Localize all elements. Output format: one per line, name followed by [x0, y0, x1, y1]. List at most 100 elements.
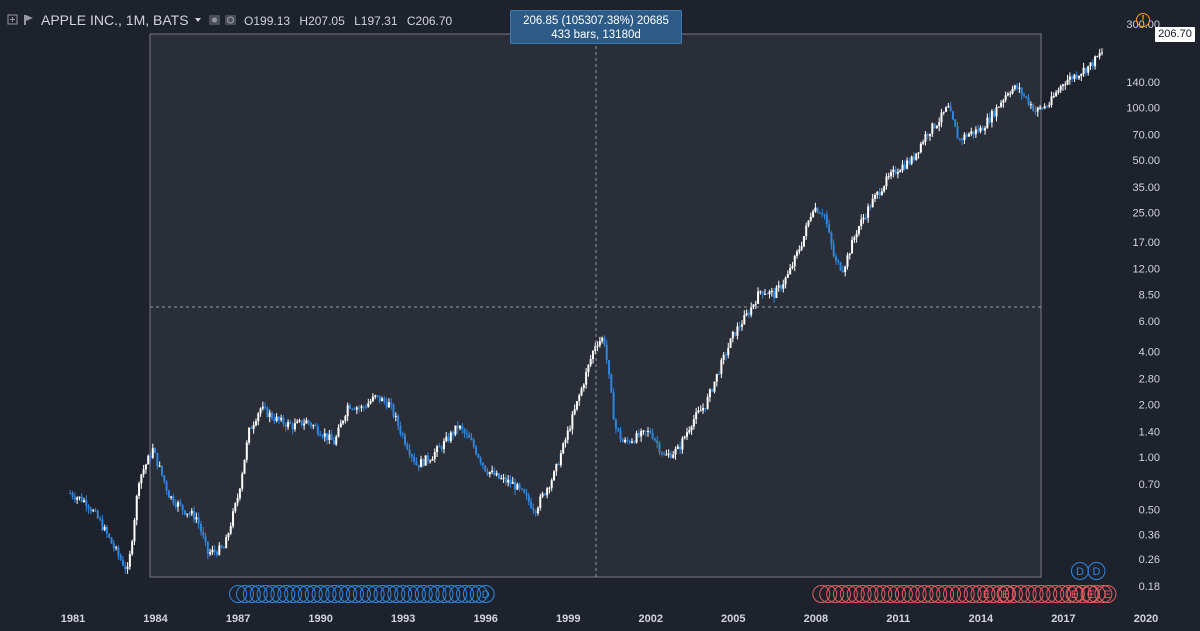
earnings-marker[interactable] [456, 585, 475, 603]
dividend-marker[interactable]: D [476, 585, 495, 603]
earnings-marker[interactable] [867, 585, 886, 603]
earnings-marker[interactable]: E [1098, 585, 1117, 603]
earnings-marker[interactable] [915, 585, 934, 603]
earnings-marker[interactable] [929, 585, 948, 603]
earnings-marker[interactable] [401, 585, 420, 603]
earnings-marker[interactable] [414, 585, 433, 603]
earnings-marker[interactable] [359, 585, 378, 603]
earnings-marker[interactable] [449, 585, 468, 603]
earnings-marker[interactable] [894, 585, 913, 603]
x-tick-label: 2020 [1134, 613, 1158, 625]
earnings-marker[interactable] [1018, 585, 1037, 603]
earnings-marker[interactable] [922, 585, 941, 603]
symbol-title[interactable]: APPLE INC., 1M, BATS [41, 12, 189, 28]
earnings-marker[interactable] [407, 585, 426, 603]
earnings-marker[interactable] [1039, 585, 1058, 603]
earnings-marker[interactable] [249, 585, 268, 603]
earnings-marker[interactable] [874, 585, 893, 603]
settings-icon[interactable] [225, 15, 236, 25]
earnings-marker[interactable] [394, 585, 413, 603]
earnings-marker[interactable] [1004, 585, 1023, 603]
earnings-marker[interactable] [949, 585, 968, 603]
earnings-marker[interactable]: E [1065, 585, 1084, 603]
warning-icon[interactable]: ! [1136, 13, 1150, 27]
earnings-marker[interactable] [435, 585, 454, 603]
earnings-marker[interactable] [277, 585, 296, 603]
earnings-marker[interactable] [332, 585, 351, 603]
dropdown-caret-icon[interactable] [195, 18, 201, 22]
earnings-marker[interactable] [373, 585, 392, 603]
earnings-marker[interactable] [270, 585, 289, 603]
earnings-marker[interactable] [936, 585, 955, 603]
earnings-marker[interactable] [887, 585, 906, 603]
earnings-marker[interactable] [839, 585, 858, 603]
earnings-marker[interactable] [991, 585, 1010, 603]
earnings-marker[interactable] [469, 585, 488, 603]
earnings-marker[interactable] [297, 585, 316, 603]
earnings-marker[interactable] [1073, 585, 1092, 603]
earnings-marker[interactable] [235, 585, 254, 603]
earnings-marker[interactable] [311, 585, 330, 603]
earnings-marker[interactable] [1094, 585, 1113, 603]
earnings-marker[interactable] [1032, 585, 1051, 603]
earnings-marker[interactable] [1087, 585, 1106, 603]
earnings-marker[interactable] [284, 585, 303, 603]
earnings-marker[interactable] [366, 585, 385, 603]
earnings-marker[interactable]: E [996, 585, 1015, 603]
earnings-marker[interactable] [943, 585, 962, 603]
earnings-marker[interactable] [1059, 585, 1078, 603]
earnings-marker[interactable] [1011, 585, 1030, 603]
candle-body [534, 510, 537, 514]
earnings-marker[interactable] [462, 585, 481, 603]
earnings-marker[interactable] [846, 585, 865, 603]
earnings-marker[interactable] [881, 585, 900, 603]
earnings-marker[interactable] [339, 585, 358, 603]
candle-body [374, 395, 377, 397]
dividend-marker[interactable]: D [1087, 562, 1106, 580]
earnings-marker[interactable] [290, 585, 309, 603]
earnings-marker[interactable] [380, 585, 399, 603]
earnings-marker[interactable] [318, 585, 337, 603]
earnings-marker[interactable] [819, 585, 838, 603]
candle-body [238, 488, 241, 499]
earnings-marker[interactable] [304, 585, 323, 603]
earnings-marker[interactable] [229, 585, 248, 603]
earnings-marker[interactable] [963, 585, 982, 603]
earnings-marker[interactable] [387, 585, 406, 603]
earnings-marker[interactable]: E [977, 585, 996, 603]
earnings-marker[interactable] [325, 585, 344, 603]
earnings-marker[interactable] [901, 585, 920, 603]
earnings-marker[interactable] [352, 585, 371, 603]
earnings-marker[interactable] [242, 585, 261, 603]
candle-body [273, 418, 276, 421]
earnings-marker[interactable] [1053, 585, 1072, 603]
earnings-marker[interactable] [832, 585, 851, 603]
earnings-marker[interactable] [956, 585, 975, 603]
candle-body [300, 420, 303, 426]
earnings-marker[interactable] [812, 585, 831, 603]
earnings-marker[interactable] [263, 585, 282, 603]
earnings-marker[interactable] [256, 585, 275, 603]
earnings-marker[interactable] [853, 585, 872, 603]
dividend-marker[interactable]: D [1070, 562, 1089, 580]
candle-body [681, 438, 684, 450]
earnings-marker[interactable] [421, 585, 440, 603]
earnings-marker[interactable] [442, 585, 461, 603]
earnings-marker[interactable]: E [1081, 585, 1100, 603]
expand-icon[interactable] [7, 14, 18, 25]
earnings-marker[interactable] [970, 585, 989, 603]
price-series[interactable] [69, 48, 1103, 574]
earnings-marker[interactable] [428, 585, 447, 603]
earnings-marker[interactable] [984, 585, 1003, 603]
eye-icon[interactable] [209, 15, 220, 25]
earnings-marker[interactable] [346, 585, 365, 603]
event-markers[interactable]: D E E E E ED D [229, 562, 1117, 603]
candle-body [420, 459, 423, 468]
earnings-marker[interactable] [1046, 585, 1065, 603]
earnings-marker[interactable] [1025, 585, 1044, 603]
earnings-marker[interactable] [860, 585, 879, 603]
earnings-marker[interactable] [908, 585, 927, 603]
candle-body [85, 500, 88, 507]
earnings-marker[interactable] [826, 585, 845, 603]
